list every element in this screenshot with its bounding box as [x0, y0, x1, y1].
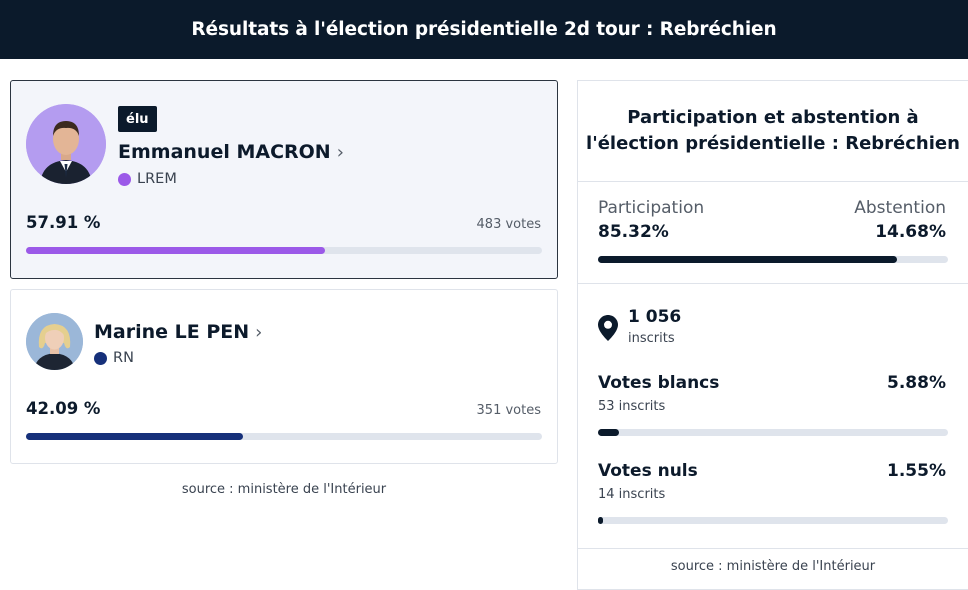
panel-title: Participation et abstention à l'élection…: [586, 107, 960, 154]
inscrits-count: 1 056: [628, 307, 682, 327]
participation-value: 85.32%: [598, 222, 669, 242]
participation-panel: Participation et abstention à l'élection…: [577, 80, 968, 590]
votes-nuls-bar-fill: [598, 517, 604, 524]
votes-nuls-bar-track: [598, 517, 948, 524]
vote-bar-track: [26, 433, 542, 440]
divider: [578, 283, 968, 284]
candidate-portrait-icon: [26, 313, 83, 370]
inscrits-label: inscrits: [628, 331, 675, 346]
map-pin-icon: [598, 315, 618, 345]
source-note: source : ministère de l'Intérieur: [670, 559, 876, 574]
votes-blancs-bar-track: [598, 429, 948, 436]
votes-blancs-percent: 5.88%: [887, 373, 946, 393]
candidate-avatar: [26, 313, 83, 370]
candidate-portrait-icon: [26, 104, 106, 184]
elected-badge: élu: [118, 106, 157, 132]
party-color-dot: [94, 351, 107, 365]
party-name: RN: [113, 350, 134, 366]
source-note: source : ministère de l'Intérieur: [181, 482, 387, 497]
page-header: Résultats à l'élection présidentielle 2d…: [0, 0, 968, 59]
votes-nuls-inscrits: 14 inscrits: [598, 487, 666, 502]
candidate-name-link[interactable]: Emmanuel MACRON ›: [118, 141, 344, 163]
divider: [578, 181, 968, 182]
vote-bar-fill: [26, 433, 244, 440]
vote-bar-track: [26, 247, 542, 254]
votes-nuls-label: Votes nuls: [598, 461, 698, 481]
candidate-avatar: [26, 104, 106, 184]
party-label: RN: [94, 350, 134, 366]
votes-blancs-inscrits: 53 inscrits: [598, 399, 666, 414]
vote-percentage: 42.09 %: [26, 399, 101, 418]
party-label: LREM: [118, 171, 177, 187]
candidate-name: Marine LE PEN: [94, 321, 250, 343]
vote-count: 351 votes: [476, 403, 541, 418]
abstention-label: Abstention: [854, 198, 946, 218]
candidate-card-macron[interactable]: élu Emmanuel MACRON › LREM 57.91 % 483 vo…: [10, 80, 558, 279]
candidate-name-link[interactable]: Marine LE PEN ›: [94, 321, 262, 343]
participation-bar-track: [598, 256, 948, 263]
vote-bar-fill: [26, 247, 325, 254]
votes-nuls-percent: 1.55%: [887, 461, 946, 481]
candidate-name: Emmanuel MACRON: [118, 141, 331, 163]
vote-count: 483 votes: [476, 217, 541, 232]
votes-blancs-label: Votes blancs: [598, 373, 720, 393]
party-color-dot: [118, 172, 131, 186]
divider: [578, 548, 968, 549]
abstention-value: 14.68%: [875, 222, 946, 242]
candidate-card-lepen[interactable]: Marine LE PEN › RN 42.09 % 351 votes: [10, 289, 558, 464]
votes-blancs-bar-fill: [598, 429, 619, 436]
participation-bar-fill: [598, 256, 897, 263]
page-title: Résultats à l'élection présidentielle 2d…: [191, 19, 777, 40]
vote-percentage: 57.91 %: [26, 213, 101, 232]
chevron-right-icon: ›: [336, 142, 344, 163]
participation-label: Participation: [598, 198, 705, 218]
party-name: LREM: [137, 171, 177, 187]
chevron-right-icon: ›: [255, 322, 263, 343]
